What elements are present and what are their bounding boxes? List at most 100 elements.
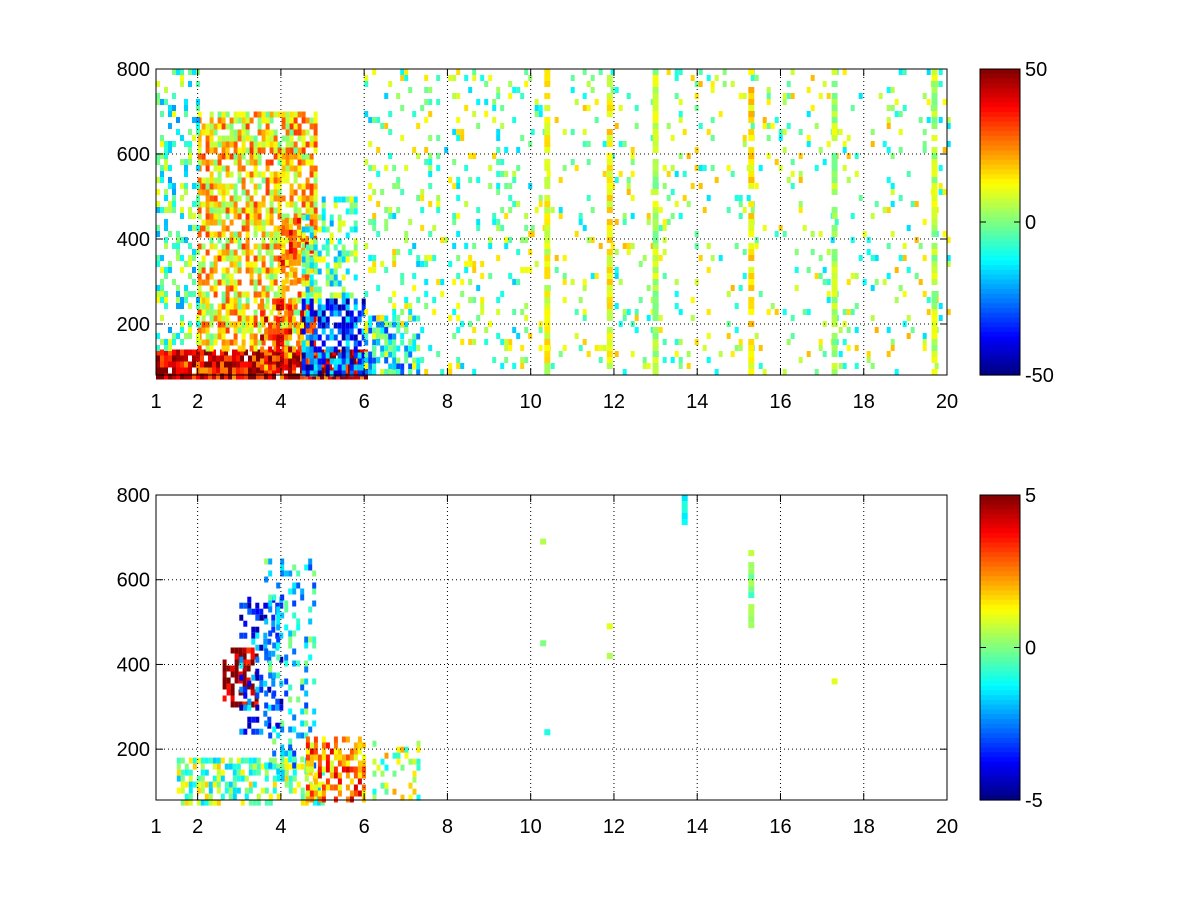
heatmap-cell <box>188 291 192 297</box>
heatmap-stripe-cell <box>544 297 551 303</box>
heatmap-cell <box>392 291 397 297</box>
heatmap-cell <box>380 327 385 334</box>
heatmap-stripe-cell <box>606 195 613 201</box>
heatmap-cell <box>305 364 310 371</box>
colorbar-step <box>980 336 1020 343</box>
heatmap-cell <box>368 141 373 147</box>
heatmap-cell <box>504 345 509 351</box>
heatmap-cell <box>257 327 262 334</box>
heatmap-cell <box>156 333 160 339</box>
heatmap-cell <box>285 147 290 154</box>
heatmap-cell <box>484 81 489 87</box>
heatmap-cell <box>472 261 477 267</box>
heatmap-stripe-cell <box>652 339 659 345</box>
heatmap-stripe-cell <box>831 273 838 279</box>
heatmap-cell <box>292 235 297 242</box>
x-tick-label: 14 <box>686 391 708 413</box>
heatmap-cell <box>280 750 285 757</box>
heatmap-cell <box>255 668 260 675</box>
heatmap-cell <box>164 267 168 273</box>
heatmap-cell <box>341 220 346 227</box>
heatmap-cell <box>256 361 260 368</box>
heatmap-cell <box>329 784 334 791</box>
heatmap-cell <box>281 123 286 130</box>
heatmap-cell <box>312 642 317 649</box>
heatmap-cell <box>333 322 338 329</box>
heatmap-cell <box>333 274 338 281</box>
heatmap-cell <box>886 327 891 333</box>
heatmap-cell <box>245 303 250 310</box>
heatmap-cell <box>296 349 300 356</box>
heatmap-cell <box>329 268 334 275</box>
heatmap-cell <box>866 351 871 357</box>
heatmap-cell <box>946 261 951 267</box>
heatmap-cell <box>209 303 214 310</box>
heatmap-cell <box>251 638 256 645</box>
heatmap-cell <box>428 345 433 351</box>
heatmap-cell <box>248 373 252 380</box>
heatmap-cell <box>317 310 322 317</box>
heatmap-cell <box>301 214 306 221</box>
heatmap-cell <box>309 274 314 281</box>
heatmap-cell <box>213 195 218 202</box>
heatmap-cell <box>293 279 298 286</box>
heatmap-cell <box>205 231 210 238</box>
heatmap-cell <box>420 195 425 201</box>
heatmap-cell <box>938 117 943 123</box>
heatmap-cell <box>284 775 289 782</box>
heatmap-cell <box>325 244 330 251</box>
heatmap-cell <box>325 250 330 257</box>
heatmap-cell <box>524 237 529 243</box>
heatmap-cell <box>842 147 847 153</box>
heatmap-cell <box>353 364 358 371</box>
heatmap-cell <box>396 207 401 213</box>
heatmap-cell <box>273 231 278 238</box>
heatmap-cell <box>249 201 254 208</box>
heatmap-cell <box>205 297 210 304</box>
heatmap-cell <box>372 369 377 376</box>
heatmap-cell <box>176 349 180 356</box>
heatmap-cell <box>300 793 305 800</box>
heatmap-cell <box>774 117 779 123</box>
heatmap-cell <box>253 267 258 274</box>
heatmap-cell <box>353 304 358 311</box>
heatmap-cell <box>312 720 317 727</box>
heatmap-cell <box>313 358 318 365</box>
heatmap-cell <box>301 243 306 250</box>
heatmap-cell <box>180 315 184 321</box>
heatmap-cell <box>242 653 247 660</box>
heatmap-cell <box>225 123 230 130</box>
heatmap-cell <box>922 147 927 153</box>
heatmap-cell <box>273 279 278 286</box>
heatmap-cell <box>229 339 234 346</box>
heatmap-cell <box>208 787 213 794</box>
heatmap-cell <box>313 297 318 304</box>
heatmap-cell <box>345 772 350 779</box>
heatmap-cell <box>922 345 927 351</box>
heatmap-cell <box>253 345 258 352</box>
heatmap-cell <box>846 279 851 285</box>
heatmap-cell <box>570 279 575 285</box>
heatmap-cell <box>626 177 631 183</box>
heatmap-cell <box>496 189 501 195</box>
heatmap-cell <box>372 758 377 765</box>
heatmap-cell <box>247 722 252 729</box>
heatmap-cell <box>220 373 224 380</box>
heatmap-cell <box>313 244 318 251</box>
heatmap-cell <box>818 273 823 279</box>
colorbar-step <box>980 523 1020 529</box>
heatmap-stripe-cell <box>606 219 613 225</box>
heatmap-cell <box>726 207 731 213</box>
heatmap-cell <box>184 189 188 195</box>
heatmap-cell <box>790 171 795 177</box>
heatmap-cell <box>914 237 919 243</box>
heatmap-cell <box>285 255 290 262</box>
heatmap-stripe-cell <box>931 255 938 261</box>
heatmap-cell <box>201 129 206 136</box>
heatmap-stripe-cell <box>748 87 755 93</box>
heatmap-cell <box>694 243 699 249</box>
heatmap-cell <box>301 226 306 233</box>
heatmap-cell <box>798 177 803 183</box>
heatmap-cell <box>164 339 168 345</box>
heatmap-cell <box>400 339 405 346</box>
